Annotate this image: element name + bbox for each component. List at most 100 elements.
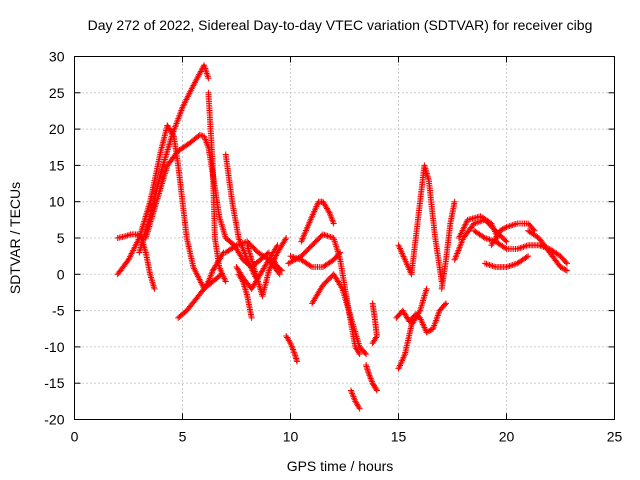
data-point [337,249,344,256]
y-tick-label: 25 [49,85,65,101]
data-point [275,269,282,276]
data-point [325,208,332,215]
data-point [506,263,513,270]
series-arc-ac [488,220,538,249]
series-arc-k [244,235,290,300]
data-point [322,232,329,239]
data-point [373,387,380,394]
series-arc-t [363,362,380,394]
data-point [426,327,433,334]
data-point [563,267,570,274]
data-point [560,265,567,272]
x-tick-label: 15 [391,429,407,445]
data-points [114,62,570,412]
y-tick-label: -10 [44,339,64,355]
data-point [423,329,430,336]
data-point [491,263,498,270]
data-point [509,261,516,268]
series-arc-n [283,333,300,365]
series-arc-v [395,162,445,285]
data-point [484,261,491,268]
data-point [369,340,376,347]
data-point [475,218,482,225]
data-point [520,243,527,250]
data-point [500,225,507,232]
data-point [248,314,255,321]
data-point [451,198,458,205]
data-point [222,278,229,285]
data-point [218,271,225,278]
x-tick-label: 25 [607,429,623,445]
data-point [239,277,246,284]
data-point [327,233,334,240]
data-point [481,260,488,267]
data-point [282,236,289,243]
data-point [502,244,509,251]
data-point [486,236,493,243]
x-tick-label: 20 [499,429,515,445]
series-arc-u [369,300,380,347]
data-point [563,260,570,267]
y-tick-label: -15 [44,375,64,391]
data-point [522,243,529,250]
data-point [278,267,285,274]
y-tick-label: 20 [49,121,65,137]
data-point [277,266,284,273]
data-point [518,244,525,251]
data-point [557,264,564,271]
series-arc-ad [481,253,532,271]
data-point [326,233,333,240]
data-point [355,404,362,411]
data-point [508,222,515,229]
series-arc-g [114,231,158,292]
data-point [373,386,380,393]
series-arc-z [451,216,510,263]
series-arc-o [285,231,363,358]
data-point [232,243,239,250]
data-point [338,284,345,291]
series-arc-m [270,256,285,274]
data-point [509,222,516,229]
series-arc-ae [525,227,570,274]
x-tick-label: 0 [71,429,79,445]
data-point [293,358,300,365]
data-point [283,235,290,241]
series-arc-d [205,89,229,285]
x-tick-label: 5 [179,429,187,445]
series-arc-s [347,387,363,412]
series-arc-q [309,271,370,358]
data-point [558,264,565,271]
data-point [488,262,495,269]
data-point [276,271,283,278]
y-tick-label: -5 [52,303,65,319]
data-point [497,227,504,234]
data-point [424,328,431,335]
data-point [356,405,363,412]
data-point [561,266,568,273]
y-tick-label: 5 [57,230,65,246]
y-tick-label: 30 [49,49,65,65]
data-point [363,351,370,358]
data-point [503,264,510,271]
data-point [336,250,343,257]
data-point [480,234,487,241]
chart-title: Day 272 of 2022, Sidereal Day-to-day VTE… [88,17,593,33]
data-point [441,301,448,308]
data-point [502,237,509,244]
data-point [499,226,506,233]
grid-lines [74,56,615,420]
data-point [498,227,505,234]
plot-frame [74,56,615,420]
y-tick-label: 0 [57,266,65,282]
data-point [523,254,530,261]
series-arc-a [114,122,171,278]
series-arc-aa [455,213,501,241]
data-point [205,75,212,82]
data-point [219,250,226,257]
data-point [562,259,569,266]
series-arc-y [438,198,458,292]
data-point [443,300,450,307]
data-point [286,338,293,345]
x-tick-label: 10 [283,429,299,445]
data-point [523,242,530,249]
